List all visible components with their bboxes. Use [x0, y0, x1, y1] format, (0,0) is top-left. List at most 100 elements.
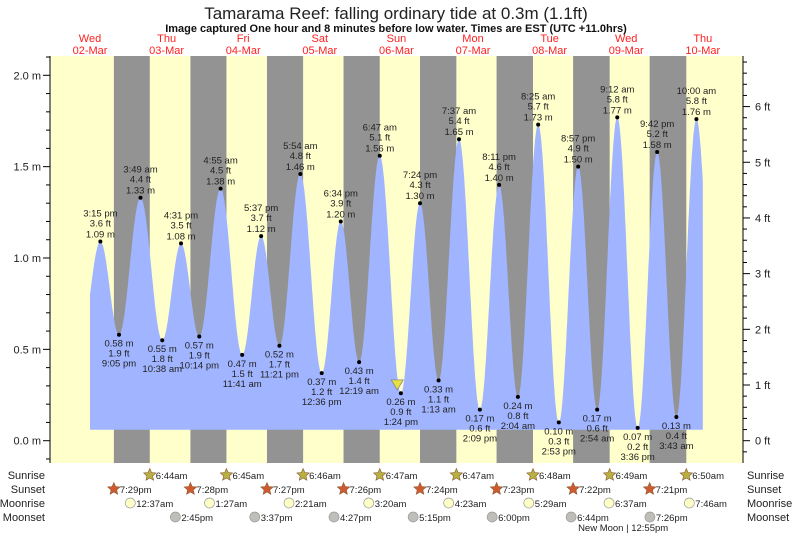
- sunrise-star-icon: [602, 467, 617, 481]
- moonset-moon-icon: [644, 511, 656, 523]
- tide-ft-label: 0.6 ft: [587, 424, 608, 435]
- tide-time-label: 11:41 am: [223, 379, 262, 390]
- tide-ft-label: 5.8 ft: [607, 94, 628, 105]
- moonrise-time-label: 1:27am: [216, 499, 248, 510]
- moonrise-event: 4:23am: [443, 497, 486, 510]
- tide-point-dot: [218, 186, 223, 191]
- tide-time-label: 4:31 pm: [164, 210, 198, 221]
- sunrise-star-icon: [219, 467, 234, 481]
- sunrise-time-label: 6:47am: [462, 471, 494, 482]
- moon-phase-label: New Moon | 12:55pm: [578, 523, 668, 534]
- tide-time-label: 2:04 am: [501, 421, 535, 432]
- moonset-moon-icon: [486, 511, 498, 523]
- tide-m-label: 0.13 m: [662, 421, 691, 432]
- moonset-time-label: 7:26pm: [656, 513, 688, 524]
- tide-ft-label: 1.9 ft: [108, 349, 129, 360]
- right-axis-tick-label: 6 ft: [755, 102, 770, 114]
- moonrise-time-label: 2:21am: [295, 499, 327, 510]
- low-tide-point: 0.26 m0.9 ft1:24 pm: [384, 391, 418, 428]
- tide-time-label: 2:54 am: [580, 434, 614, 445]
- day-date-label: 03-Mar: [149, 45, 184, 57]
- day-name-label: Sun: [387, 33, 407, 45]
- moonrise-event: 2:21am: [283, 497, 327, 510]
- sunrise-event: 6:46am: [296, 467, 341, 482]
- day-name-label: Wed: [615, 33, 637, 45]
- high-tide-point: 5:37 pm3.7 ft1.12 m: [244, 203, 278, 239]
- tide-point-dot: [674, 414, 679, 419]
- moonset-event: 6:00pm: [486, 511, 530, 524]
- tide-time-label: 10:38 am: [142, 364, 182, 375]
- day-date-label: 04-Mar: [226, 45, 261, 57]
- sunset-time-label: 7:24pm: [426, 485, 458, 496]
- moonrise-row-label-left: Moonrise: [0, 498, 45, 510]
- sunrise-time-label: 6:49am: [616, 471, 648, 482]
- high-tide-point: 10:00 am5.8 ft1.76 m: [677, 86, 716, 122]
- day-name-label: Thu: [693, 33, 712, 45]
- high-tide-point: 5:54 am4.8 ft1.46 m: [283, 141, 318, 176]
- tide-m-label: 0.33 m: [424, 384, 453, 395]
- tide-m-label: 1.58 m: [643, 140, 672, 151]
- tide-ft-label: 0.4 ft: [666, 431, 687, 442]
- sunset-star-icon: [566, 481, 581, 495]
- day-name-label: Fri: [237, 33, 250, 45]
- day-labels: Wed02-MarThu03-MarFri04-MarSat05-MarSun0…: [73, 33, 721, 57]
- tide-m-label: 0.17 m: [465, 414, 494, 425]
- moonset-event: 5:15pm: [407, 511, 451, 524]
- high-tide-point: 9:12 am5.8 ft1.77 m: [600, 84, 635, 120]
- tide-point-dot: [98, 239, 103, 244]
- tide-point-dot: [179, 241, 184, 246]
- low-tide-point: 0.17 m0.6 ft2:09 pm: [463, 407, 497, 445]
- tide-m-label: 1.09 m: [86, 230, 115, 241]
- tide-m-label: 1.46 m: [286, 162, 315, 173]
- tide-ft-label: 0.6 ft: [469, 424, 490, 435]
- tide-ft-label: 4.5 ft: [210, 166, 231, 177]
- sunrise-time-label: 6:47am: [386, 471, 418, 482]
- tide-m-label: 1.40 m: [485, 173, 514, 184]
- low-tide-point: 0.10 m0.3 ft2:53 pm: [542, 420, 576, 457]
- tide-m-label: 0.55 m: [148, 344, 177, 355]
- tide-ft-label: 5.7 ft: [528, 102, 549, 113]
- sun-moon-rows: Sunrise Sunrise 6:44am 6:45am 6:46am 6:47am 6:…: [0, 467, 792, 534]
- tide-point-dot: [694, 117, 699, 122]
- moonrise-event: 5:29am: [523, 497, 567, 510]
- moonrise-time-label: 5:29am: [535, 499, 567, 510]
- tide-m-label: 0.07 m: [623, 432, 652, 443]
- left-axis-tick-label: 1.5 m: [13, 162, 41, 174]
- moonset-time-label: 5:15pm: [419, 513, 451, 524]
- current-tide-marker-icon: [390, 379, 404, 391]
- tide-m-label: 1.77 m: [603, 105, 632, 116]
- sunset-event: 7:21pm: [642, 481, 687, 496]
- tide-ft-label: 4.6 ft: [489, 162, 510, 173]
- tide-m-label: 0.26 m: [386, 397, 415, 408]
- moonset-moon-icon: [565, 511, 577, 523]
- tide-ft-label: 4.8 ft: [290, 151, 311, 162]
- tide-point-dot: [595, 407, 600, 412]
- moonset-moon-icon: [407, 511, 419, 523]
- tide-point-dot: [497, 182, 502, 187]
- sunrise-event: 6:50am: [679, 467, 724, 482]
- day-date-label: 10-Mar: [685, 45, 720, 57]
- tide-time-label: 8:25 am: [521, 92, 555, 103]
- left-axis-tick-label: 0.0 m: [13, 436, 41, 448]
- day-name-label: Tue: [540, 33, 559, 45]
- moonset-row-label-right: Moonset: [747, 512, 789, 524]
- sunset-time-label: 7:23pm: [503, 485, 535, 496]
- moonrise-moon-icon: [283, 497, 295, 509]
- moonset-time-label: 4:27pm: [340, 513, 372, 524]
- tide-ft-label: 4.9 ft: [568, 144, 589, 155]
- tide-m-label: 1.76 m: [682, 107, 711, 118]
- tide-ft-label: 1.2 ft: [311, 387, 332, 398]
- sunset-star-icon: [260, 481, 274, 495]
- tide-m-label: 1.20 m: [326, 209, 355, 220]
- sunrise-time-label: 6:46am: [309, 471, 341, 482]
- right-axis-tick-label: 3 ft: [755, 269, 770, 281]
- chart-subtitle: Image captured One hour and 8 minutes be…: [165, 23, 627, 35]
- low-tide-point: 0.13 m0.4 ft3:43 am: [659, 414, 694, 452]
- day-date-label: 06-Mar: [379, 45, 414, 57]
- low-tide-point: 0.07 m0.2 ft3:36 pm: [621, 425, 655, 463]
- tide-point-dot: [576, 164, 581, 169]
- moonrise-time-label: 3:20am: [375, 499, 407, 510]
- sunrise-event: 6:45am: [219, 467, 264, 482]
- high-tide-point: 3:15 pm3.6 ft1.09 m: [83, 209, 118, 244]
